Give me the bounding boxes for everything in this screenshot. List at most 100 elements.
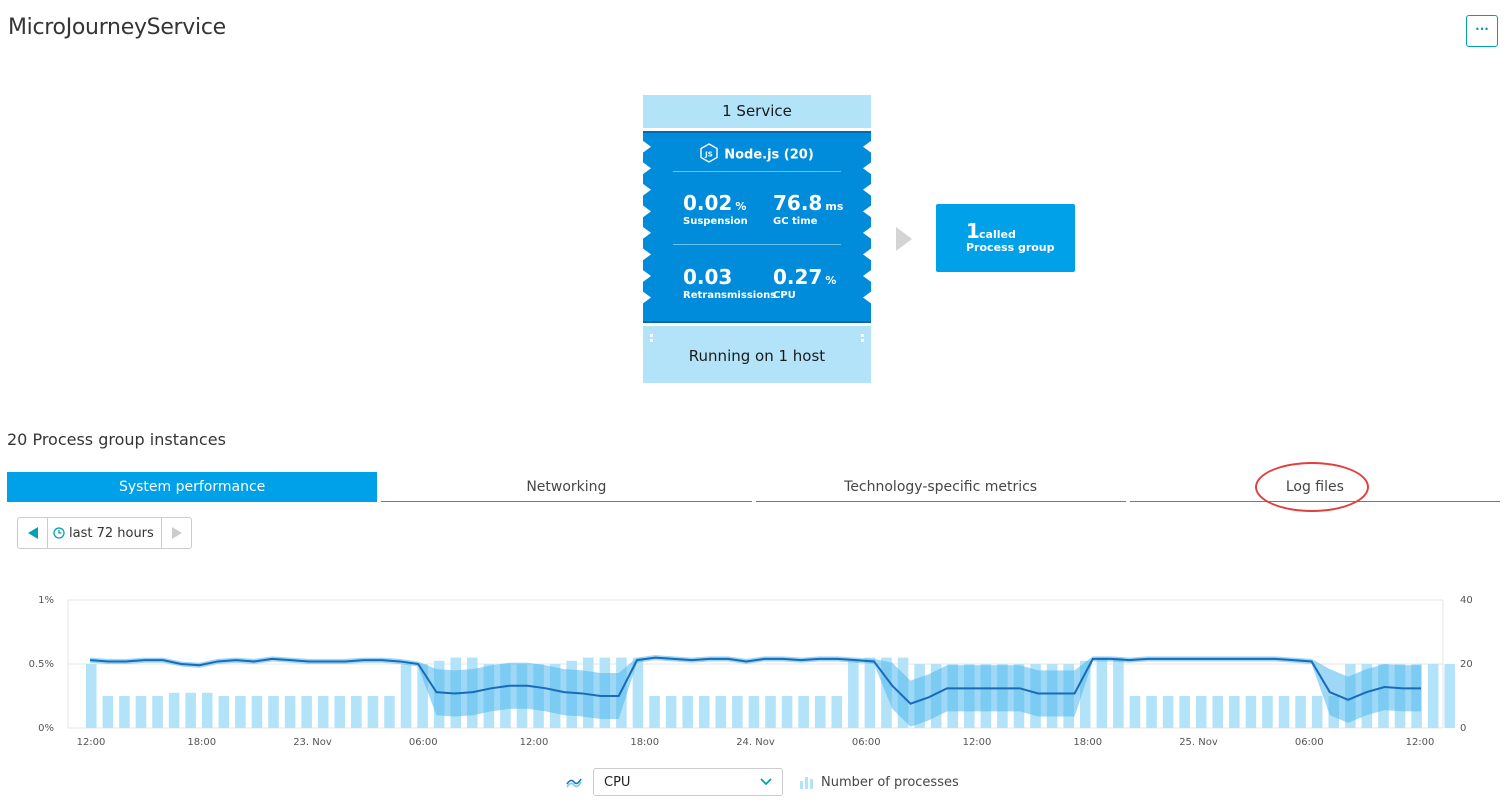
process-count-bar <box>848 660 859 728</box>
x-tick-label: 06:00 <box>1295 737 1324 748</box>
process-count-bar <box>682 696 693 728</box>
process-count-bar <box>235 696 246 728</box>
x-tick-label: 18:00 <box>630 737 659 748</box>
process-count-bar <box>632 657 644 728</box>
process-count-bar <box>251 696 263 728</box>
card-right-notches <box>863 140 871 304</box>
x-tick-label: 18:00 <box>1073 737 1102 748</box>
process-count-bar <box>185 692 196 728</box>
process-count-bar <box>268 696 279 728</box>
host-summary[interactable]: Running on 1 host <box>643 326 871 383</box>
timeframe-prev-button[interactable] <box>18 518 48 548</box>
y-right-tick-label: 0 <box>1460 723 1466 734</box>
metric-suspension: 0.02% Suspension <box>683 191 748 227</box>
process-count-bar <box>1212 696 1224 728</box>
x-tick-label: 18:00 <box>187 737 216 748</box>
process-group-card[interactable]: JS Node.js (20) 0.02% Suspension 76.8 ms … <box>643 131 871 323</box>
process-count-bar <box>649 696 660 728</box>
process-count-bar <box>284 696 296 728</box>
drag-handle-icon <box>650 334 653 342</box>
process-count-bar <box>732 696 743 728</box>
process-count-bar <box>152 696 163 728</box>
process-count-bar <box>1262 696 1273 728</box>
process-count-bar <box>781 696 793 728</box>
process-count-bar <box>1295 696 1306 728</box>
process-count-bar <box>351 696 362 728</box>
card-left-notches <box>643 140 651 304</box>
more-options-button[interactable]: ··· <box>1466 15 1498 47</box>
process-count-bar <box>698 696 710 728</box>
x-tick-label: 23. Nov <box>293 737 332 748</box>
y-right-tick-label: 40 <box>1460 595 1473 606</box>
tab-bar: System performance Networking Technology… <box>7 472 1500 502</box>
process-count-bar <box>218 696 230 728</box>
x-tick-label: 12:00 <box>1406 737 1435 748</box>
metric-gc-time: 76.8 ms GC time <box>773 191 844 227</box>
metric-select[interactable]: CPU <box>593 768 783 796</box>
process-count-bar <box>814 696 826 728</box>
called-process-group-box[interactable]: 1 called Process group <box>936 204 1075 272</box>
process-count-bar <box>798 696 809 728</box>
process-count-bar <box>367 696 379 728</box>
process-count-bar <box>864 657 876 728</box>
service-count-header[interactable]: 1 Service <box>643 95 871 128</box>
section-title: 20 Process group instances <box>7 430 226 449</box>
svg-text:JS: JS <box>704 151 713 159</box>
metric-cpu: 0.27% CPU <box>773 265 837 301</box>
x-tick-label: 06:00 <box>852 737 881 748</box>
process-count-bar <box>400 664 412 728</box>
process-count-bar <box>317 696 329 728</box>
performance-chart[interactable]: 0% 0.5% 1% 0 20 40 12:00 18:00 23. Nov 06:00 12:00… <box>0 590 1509 755</box>
cpu-series-line <box>89 656 1421 705</box>
process-count-bar <box>1096 657 1108 728</box>
process-count-bar <box>1427 664 1439 728</box>
process-count-bar <box>1079 660 1091 728</box>
x-tick-label: 12:00 <box>963 737 992 748</box>
process-count-bar <box>1162 696 1174 728</box>
card-divider <box>673 171 841 172</box>
process-count-bar <box>417 664 428 728</box>
chevron-down-icon <box>760 778 772 786</box>
tab-technology-specific-metrics[interactable]: Technology-specific metrics <box>755 472 1126 502</box>
process-count-bar <box>1195 696 1207 728</box>
performance-chart-svg: 0% 0.5% 1% 0 20 40 12:00 18:00 23. Nov 06:00 12:00… <box>29 595 1473 748</box>
y-left-tick-label: 1% <box>38 595 54 606</box>
process-count-bar <box>1129 696 1141 728</box>
process-count-bar <box>201 692 213 728</box>
host-summary-label: Running on 1 host <box>688 347 826 365</box>
nodejs-icon: JS <box>700 143 718 167</box>
x-tick-label: 24. Nov <box>736 737 775 748</box>
cpu-series-icon <box>566 778 582 788</box>
drag-handle-icon <box>861 334 864 342</box>
card-divider <box>673 244 841 245</box>
process-count-bar <box>86 664 97 728</box>
x-tick-label: 06:00 <box>409 737 438 748</box>
timeframe-label[interactable]: last 72 hours <box>48 526 161 541</box>
cpu-range-area <box>90 655 1421 727</box>
process-count-bar <box>1113 657 1124 728</box>
tab-networking[interactable]: Networking <box>381 472 752 502</box>
y-left-tick-label: 0.5% <box>29 659 54 670</box>
y-left-tick-label: 0% <box>38 723 54 734</box>
process-count-bar <box>765 696 776 728</box>
tab-system-performance[interactable]: System performance <box>7 472 378 502</box>
clock-icon <box>53 527 65 539</box>
page-title: MicroJourneyService <box>8 15 226 40</box>
process-count-bar <box>102 696 114 728</box>
metric-retransmissions: 0.03 Retransmissions <box>683 265 777 301</box>
triangle-left-icon <box>27 527 38 539</box>
technology-label: Node.js (20) <box>724 147 814 163</box>
process-count-bar <box>168 692 180 728</box>
x-tick-label: 25. Nov <box>1179 737 1218 748</box>
tab-log-files[interactable]: Log files <box>1129 472 1500 502</box>
legend-number-of-processes: Number of processes <box>799 775 959 790</box>
process-count-bar <box>384 696 395 728</box>
chart-legend: CPU Number of processes <box>565 767 959 797</box>
process-count-bar <box>831 696 843 728</box>
process-count-bar <box>1179 696 1190 728</box>
timeframe-selector: last 72 hours <box>17 517 192 549</box>
timeframe-next-button[interactable] <box>161 518 191 548</box>
process-count-bar <box>301 696 312 728</box>
process-count-bar <box>119 696 130 728</box>
process-count-bar <box>748 696 760 728</box>
